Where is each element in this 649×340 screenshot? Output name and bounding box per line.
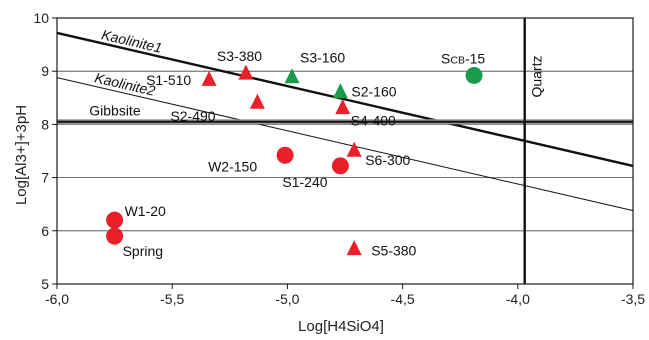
- point-s5-380: [346, 240, 362, 256]
- x-tick-label: -4,5: [391, 291, 415, 307]
- label-s4-400: S4-400: [351, 112, 396, 128]
- x-tick-label: -5,5: [160, 291, 184, 307]
- y-tick-label: 8: [41, 116, 49, 132]
- plot-frame: [56, 17, 634, 285]
- y-tick-label: 9: [41, 63, 49, 79]
- label-w2-150: W2-150: [208, 158, 257, 174]
- label-s2-160: S2-160: [351, 83, 396, 99]
- point-spring: [106, 227, 124, 245]
- label-s3-160: S3-160: [300, 50, 345, 66]
- x-tick-label: -4,0: [506, 291, 530, 307]
- data-points: [106, 64, 483, 256]
- axis-ticks: 5 6 7 8 9 10 -6,0 -5,5 -5,0 -4,5 -4,0 -3,5: [33, 10, 645, 307]
- y-axis-title: Log[Al3+]+3pH: [13, 105, 30, 205]
- label-s6-300: S6-300: [365, 152, 410, 168]
- y-tick-label: 5: [41, 276, 49, 292]
- label-s1-240: S1-240: [282, 174, 327, 190]
- x-tick-label: -5,0: [275, 291, 299, 307]
- label-scb-15: SCB-15: [441, 50, 485, 66]
- annotations: Kaolinite1Kaolinite2GibbsiteQuartzS1-510…: [89, 26, 544, 259]
- kaolinite2-line: [56, 77, 634, 212]
- label-s5-380: S5-380: [371, 242, 416, 258]
- point-scb-15: [465, 66, 483, 84]
- gridlines: [57, 70, 633, 232]
- y-tick-label: 6: [41, 223, 49, 239]
- y-tick-label: 7: [41, 170, 49, 186]
- label-w1-20: W1-20: [125, 203, 166, 219]
- point-s3-380: [238, 64, 254, 80]
- point-w1-20: [106, 211, 124, 229]
- point-s4-400: [335, 99, 351, 115]
- point-s1-510: [201, 70, 217, 86]
- point-s3-160: [284, 68, 300, 84]
- label-spring: Spring: [123, 243, 163, 259]
- label-s1-510: S1-510: [146, 72, 191, 88]
- point-w2-150: [276, 146, 294, 164]
- kaolinite1-line: [56, 31, 634, 168]
- quartz-label: Quartz: [529, 56, 545, 98]
- y-tick-label: 10: [33, 10, 49, 26]
- x-tick-label: -6,0: [45, 291, 69, 307]
- label-s2-490: S2-490: [170, 108, 215, 124]
- point-s2-490: [249, 93, 265, 109]
- x-tick-label: -3,5: [621, 291, 645, 307]
- gibbsite-label: Gibbsite: [89, 103, 141, 119]
- x-axis-title: Log[H4SiO4]: [298, 318, 384, 335]
- point-s2-160: [332, 83, 348, 99]
- point-s6-300: [346, 141, 362, 157]
- label-s3-380: S3-380: [217, 48, 262, 64]
- point-s1-240: [331, 157, 349, 175]
- phase-boundaries: [56, 18, 634, 284]
